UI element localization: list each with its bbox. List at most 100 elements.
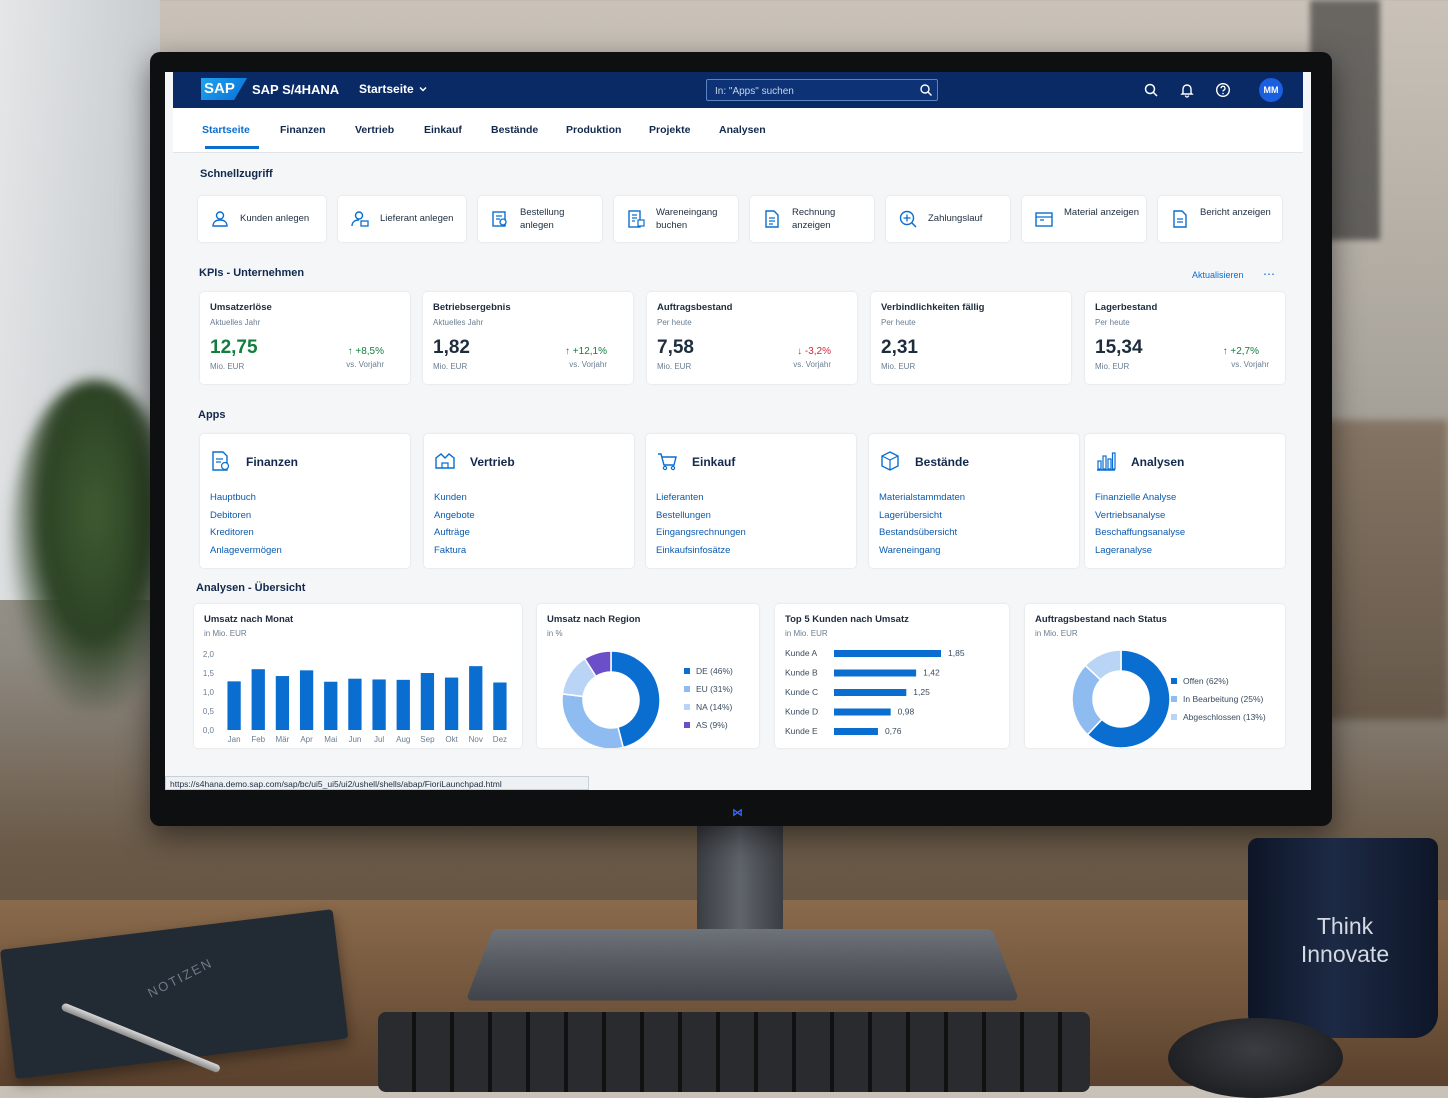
tab-bestaende[interactable]: Bestände	[491, 124, 538, 136]
tab-startseite[interactable]: Startseite	[202, 124, 250, 136]
app-link[interactable]: Aufträge	[434, 524, 475, 542]
bar[interactable]	[469, 666, 482, 730]
legend-label: Offen (62%)	[1183, 676, 1229, 686]
app-link[interactable]: Faktura	[434, 542, 475, 560]
quick-access-bericht-anzeigen[interactable]: Bericht anzeigen	[1158, 196, 1282, 242]
bar[interactable]	[348, 679, 361, 730]
app-link[interactable]: Vertriebsanalyse	[1095, 507, 1185, 525]
search-input[interactable]	[707, 80, 917, 102]
quick-access-lieferant-anlegen[interactable]: Lieferant anlegen	[338, 196, 466, 242]
background-shelf	[1320, 420, 1448, 720]
kpi-card-umsatzerloese[interactable]: Umsatzerlöse Aktuelles Jahr 12,75 Mio. E…	[200, 292, 410, 384]
kpi-card-lagerbestand[interactable]: Lagerbestand Per heute 15,34 Mio. EUR ↑ …	[1085, 292, 1285, 384]
bar[interactable]	[372, 679, 385, 730]
app-link[interactable]: Anlagevermögen	[210, 542, 282, 560]
tab-produktion[interactable]: Produktion	[566, 124, 621, 136]
app-link[interactable]: Bestandsübersicht	[879, 524, 965, 542]
quick-access-material-anzeigen[interactable]: Material anzeigen	[1022, 196, 1146, 242]
value-label: 0,98	[898, 707, 915, 717]
bar[interactable]	[834, 689, 906, 696]
bar[interactable]	[252, 669, 265, 730]
search-field[interactable]	[706, 79, 938, 101]
kpi-card-betriebsergebnis[interactable]: Betriebsergebnis Aktuelles Jahr 1,82 Mio…	[423, 292, 633, 384]
app-group-title[interactable]: Finanzen	[246, 455, 298, 469]
legend-swatch	[684, 722, 690, 728]
kpi-comparison: vs. Vorjahr	[569, 360, 607, 369]
app-group-title[interactable]: Vertrieb	[470, 455, 515, 469]
x-tick-label: Okt	[445, 735, 458, 744]
quick-access-wareneingang-buchen[interactable]: Wareneingang buchen	[614, 196, 738, 242]
bar[interactable]	[397, 680, 410, 730]
app-link[interactable]: Lagerübersicht	[879, 507, 965, 525]
finance-icon	[210, 450, 232, 472]
bar[interactable]	[834, 650, 941, 657]
refresh-link[interactable]: Aktualisieren	[1192, 270, 1244, 280]
app-group-title[interactable]: Einkauf	[692, 455, 735, 469]
app-link[interactable]: Kreditoren	[210, 524, 282, 542]
bar[interactable]	[276, 676, 289, 730]
kpi-card-verbindlichkeiten[interactable]: Verbindlichkeiten fällig Per heute 2,31 …	[871, 292, 1071, 384]
kpi-value: 2,31	[881, 337, 918, 359]
tab-vertrieb[interactable]: Vertrieb	[355, 124, 394, 136]
category-label: Kunde E	[785, 726, 818, 736]
app-link[interactable]: Finanzielle Analyse	[1095, 489, 1185, 507]
bar[interactable]	[834, 728, 878, 735]
bar[interactable]	[227, 681, 240, 730]
help-icon[interactable]	[1215, 82, 1231, 98]
bar[interactable]	[493, 683, 506, 731]
app-link[interactable]: Bestellungen	[656, 507, 746, 525]
bell-icon[interactable]	[1179, 82, 1195, 98]
donut-slice[interactable]	[562, 694, 623, 748]
app-link[interactable]: Materialstammdaten	[879, 489, 965, 507]
app-group-title[interactable]: Bestände	[915, 455, 969, 469]
tab-projekte[interactable]: Projekte	[649, 124, 690, 136]
tab-finanzen[interactable]: Finanzen	[280, 124, 326, 136]
app-link[interactable]: Einkaufsinfosätze	[656, 542, 746, 560]
app-link[interactable]: Wareneingang	[879, 542, 965, 560]
app-link[interactable]: Angebote	[434, 507, 475, 525]
bar[interactable]	[421, 673, 434, 730]
more-icon[interactable]: ⋯	[1263, 267, 1276, 281]
kpi-subtitle: Per heute	[881, 318, 916, 327]
quick-access-kunden-anlegen[interactable]: Kunden anlegen	[198, 196, 326, 242]
tab-analysen[interactable]: Analysen	[719, 124, 766, 136]
chart-card-order-status[interactable]: Auftragsbestand nach Status in Mio. EUR …	[1025, 604, 1285, 748]
chart-card-revenue-region[interactable]: Umsatz nach Region in % DE (46%) EU (31%)…	[537, 604, 759, 748]
kpi-delta: ↑ +2,7%	[1223, 346, 1259, 357]
bar[interactable]	[300, 670, 313, 730]
category-label: Kunde A	[785, 648, 817, 658]
home-menu-button[interactable]: Startseite	[359, 82, 428, 96]
bar[interactable]	[324, 682, 337, 730]
sap-logo[interactable]: SAP	[201, 78, 247, 100]
bar[interactable]	[834, 670, 916, 677]
tab-einkauf[interactable]: Einkauf	[424, 124, 462, 136]
arrow-down-icon: ↓	[797, 346, 805, 357]
app-link[interactable]: Kunden	[434, 489, 475, 507]
legend-swatch	[1171, 714, 1177, 720]
app-link[interactable]: Hauptbuch	[210, 489, 282, 507]
app-link[interactable]: Lieferanten	[656, 489, 746, 507]
app-link[interactable]: Lageranalyse	[1095, 542, 1185, 560]
quick-access-rechnung-anzeigen[interactable]: Rechnung anzeigen	[750, 196, 874, 242]
avatar[interactable]: MM	[1259, 78, 1283, 102]
search-icon[interactable]	[919, 83, 933, 97]
bar[interactable]	[445, 678, 458, 730]
search-icon[interactable]	[1143, 82, 1159, 98]
kpi-value: 7,58	[657, 337, 694, 359]
chart-card-monthly-revenue[interactable]: Umsatz nach Monat in Mio. EUR 2,0 1,5 1,0 0…	[194, 604, 522, 748]
kpi-card-auftragsbestand[interactable]: Auftragsbestand Per heute 7,58 Mio. EUR …	[647, 292, 857, 384]
kpi-comparison: vs. Vorjahr	[1231, 360, 1269, 369]
quick-access-bestellung-anlegen[interactable]: Bestellung anlegen	[478, 196, 602, 242]
bar[interactable]	[834, 709, 891, 716]
kpi-subtitle: Aktuelles Jahr	[210, 318, 260, 327]
box-icon	[879, 450, 901, 472]
kpi-delta: ↓ -3,2%	[797, 346, 831, 357]
quick-access-zahlungslauf[interactable]: Zahlungslauf	[886, 196, 1010, 242]
app-link[interactable]: Debitoren	[210, 507, 282, 525]
app-link[interactable]: Eingangsrechnungen	[656, 524, 746, 542]
quick-access-label: Rechnung anzeigen	[792, 206, 872, 232]
legend-swatch	[1171, 678, 1177, 684]
app-group-title[interactable]: Analysen	[1131, 455, 1184, 469]
chart-card-top-customers[interactable]: Top 5 Kunden nach Umsatz in Mio. EUR Kun…	[775, 604, 1009, 748]
app-link[interactable]: Beschaffungsanalyse	[1095, 524, 1185, 542]
